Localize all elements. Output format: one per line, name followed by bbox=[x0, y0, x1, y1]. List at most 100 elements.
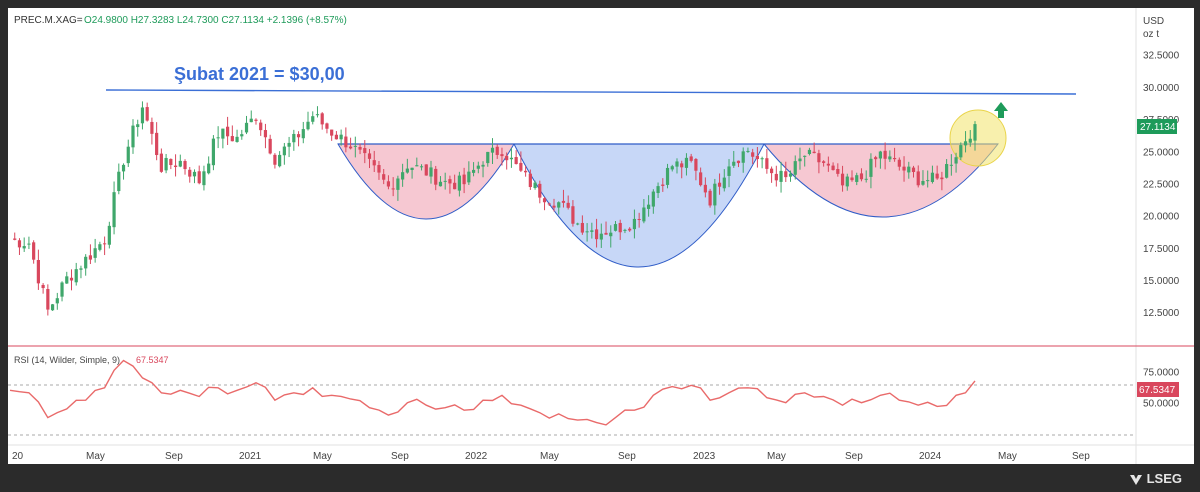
candle-body bbox=[812, 151, 816, 154]
candle-body bbox=[651, 191, 655, 207]
candle-body bbox=[98, 244, 102, 250]
candle-body bbox=[471, 169, 476, 173]
candle-body bbox=[779, 170, 783, 182]
candle-body bbox=[169, 158, 173, 166]
candle-body bbox=[377, 165, 381, 173]
candle-body bbox=[628, 228, 632, 231]
candle-body bbox=[126, 146, 130, 164]
candle-body bbox=[173, 165, 178, 168]
candle-body bbox=[155, 132, 159, 156]
candle-body bbox=[571, 206, 575, 224]
chart-svg[interactable]: Şubat 2021 = $30,00 12.5000 15.0000 17.500… bbox=[8, 8, 1194, 464]
candle-body bbox=[410, 167, 414, 170]
candle-body bbox=[178, 160, 182, 167]
candle-body bbox=[599, 233, 603, 240]
candle-body bbox=[17, 240, 22, 248]
candle-body bbox=[391, 188, 395, 190]
candle-body bbox=[145, 107, 149, 121]
candle-body bbox=[722, 177, 726, 189]
time-tick-label: Sep bbox=[845, 451, 863, 462]
candle-body bbox=[372, 160, 376, 166]
candle-body bbox=[22, 246, 26, 249]
candle-body bbox=[107, 225, 111, 245]
rsi-badge: 67.5347 bbox=[1137, 382, 1179, 397]
candle-body bbox=[490, 147, 495, 153]
candle-body bbox=[874, 157, 878, 160]
candle-body bbox=[732, 161, 736, 166]
candle-body bbox=[13, 238, 17, 240]
candle-body bbox=[528, 173, 532, 188]
candle-body bbox=[680, 163, 684, 168]
candle-body bbox=[850, 177, 854, 181]
candle-body bbox=[765, 158, 769, 169]
candle-body bbox=[647, 204, 651, 209]
candle-body bbox=[642, 207, 646, 222]
candle-body bbox=[883, 150, 887, 159]
rsi-tick-label: 75.0000 bbox=[1143, 368, 1180, 379]
candle-body bbox=[656, 186, 660, 194]
candle-body bbox=[481, 164, 485, 167]
time-tick-label: May bbox=[86, 451, 105, 462]
candle-body bbox=[84, 256, 88, 269]
candle-body bbox=[888, 156, 892, 160]
candle-body bbox=[845, 176, 849, 187]
up-arrow-icon bbox=[994, 102, 1008, 118]
candle-body bbox=[798, 158, 802, 162]
candle-body bbox=[632, 218, 637, 230]
candle-body bbox=[287, 142, 291, 147]
candle-body bbox=[836, 169, 840, 174]
candle-body bbox=[41, 284, 45, 289]
candle-body bbox=[822, 161, 826, 163]
candle-body bbox=[103, 243, 107, 245]
rsi-badge-text: 67.5347 bbox=[1139, 385, 1176, 396]
candle-body bbox=[353, 145, 357, 147]
candle-body bbox=[55, 298, 59, 304]
brand: LSEG bbox=[1129, 471, 1182, 486]
price-tick-label: 22.5000 bbox=[1143, 179, 1180, 190]
candle-body bbox=[878, 151, 882, 159]
candle-body bbox=[320, 113, 324, 125]
candle-body bbox=[140, 107, 145, 124]
breakout-highlight bbox=[949, 109, 1007, 167]
candle-body bbox=[552, 205, 556, 208]
price-tick-label: 17.5000 bbox=[1143, 244, 1180, 255]
candle-body bbox=[576, 223, 580, 225]
candle-body bbox=[296, 134, 301, 138]
rsi-label: RSI (14, Wilder, Simple, 9) bbox=[14, 355, 120, 365]
candle-body bbox=[689, 156, 693, 161]
candle-body bbox=[330, 129, 334, 136]
candle-body bbox=[457, 175, 461, 191]
candle-body bbox=[235, 136, 239, 142]
candle-body bbox=[448, 179, 452, 184]
candle-body bbox=[793, 161, 797, 175]
candle-body bbox=[419, 166, 424, 168]
candle-body bbox=[79, 268, 83, 270]
candle-body bbox=[699, 172, 703, 186]
candle-body bbox=[547, 203, 551, 205]
candle-body bbox=[462, 174, 466, 185]
price-tick-label: 12.5000 bbox=[1143, 308, 1180, 319]
rsi-tick-label: 50.0000 bbox=[1143, 399, 1180, 410]
candle-body bbox=[826, 163, 830, 166]
candle-body bbox=[594, 229, 599, 240]
candle-body bbox=[509, 157, 514, 160]
candle-body bbox=[897, 159, 901, 167]
candle-body bbox=[803, 155, 807, 157]
candle-body bbox=[65, 276, 69, 284]
resistance-line[interactable] bbox=[105, 89, 1077, 95]
candle-body bbox=[202, 171, 206, 186]
candle-body bbox=[221, 128, 225, 139]
candle-body bbox=[788, 173, 793, 177]
candle-body bbox=[367, 153, 372, 159]
candle-body bbox=[741, 151, 745, 163]
candle-body bbox=[211, 138, 216, 166]
price-tick-label: 32.5000 bbox=[1143, 51, 1180, 62]
candle-body bbox=[916, 171, 920, 186]
candle-body bbox=[249, 118, 253, 123]
candle-body bbox=[869, 158, 873, 177]
candle-body bbox=[930, 172, 935, 182]
candle-body bbox=[963, 141, 968, 146]
candle-body bbox=[717, 182, 722, 187]
candle-body bbox=[438, 181, 443, 187]
candle-body bbox=[453, 182, 457, 190]
